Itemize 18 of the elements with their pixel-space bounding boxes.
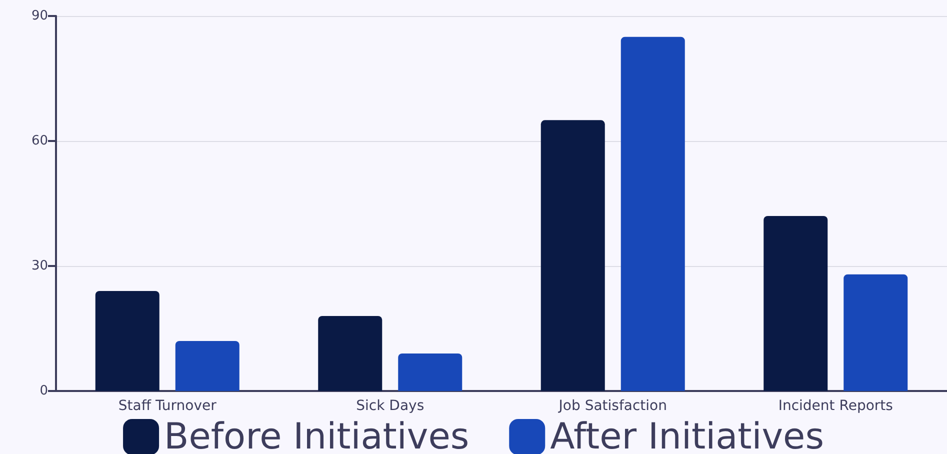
legend-label: After Initiatives [550,416,824,454]
x-tick-label: Incident Reports [778,398,893,414]
bar [318,316,382,391]
bar [844,274,908,391]
y-tick-label: 90 [31,8,48,24]
bar [540,120,605,391]
bar [175,341,240,391]
x-tick-label: Sick Days [356,398,424,414]
y-tick-label: 60 [31,134,48,148]
bar [398,354,462,391]
bar [95,291,160,391]
x-tick-label: Job Satisfaction [558,398,667,414]
x-tick-label: Staff Turnover [118,398,217,414]
bar [620,36,685,391]
y-tick-label: 0 [40,384,48,398]
bar [764,216,828,391]
legend-label: Before Initiatives [164,416,470,454]
y-tick-label: 30 [31,258,48,274]
